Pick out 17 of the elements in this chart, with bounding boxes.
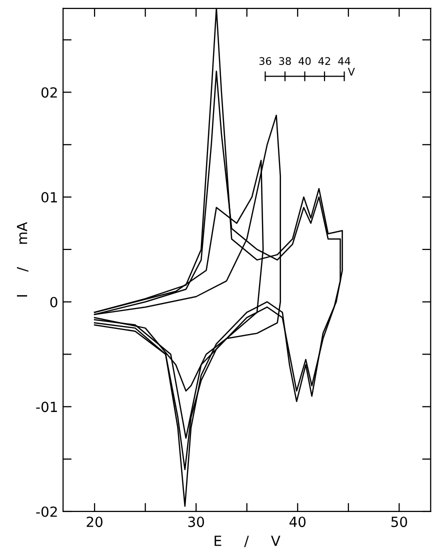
x2-tick-label: 44 — [338, 57, 350, 65]
y-tick-label: -02 — [36, 506, 57, 517]
y-tick-label: 0 — [50, 296, 58, 308]
x-tick-label: 50 — [391, 516, 408, 528]
y-tick-label: 01 — [41, 192, 57, 203]
x-axis-title: E / V — [214, 536, 280, 548]
x-tick-label: 20 — [86, 516, 102, 528]
x-tick-label: 40 — [289, 516, 306, 528]
y-tick-label: 02 — [41, 87, 57, 98]
x2-tick-label: 42 — [318, 57, 330, 65]
x2-tick-label: 36 — [259, 57, 272, 66]
x2-tick-label: 40 — [298, 57, 311, 66]
x-tick-label: 30 — [188, 516, 204, 528]
x2-tick-label: 38 — [279, 57, 291, 66]
y-axis-title: I / mA — [16, 222, 28, 297]
x2-axis-title: V — [348, 68, 355, 76]
y-tick-label: -01 — [36, 402, 57, 412]
